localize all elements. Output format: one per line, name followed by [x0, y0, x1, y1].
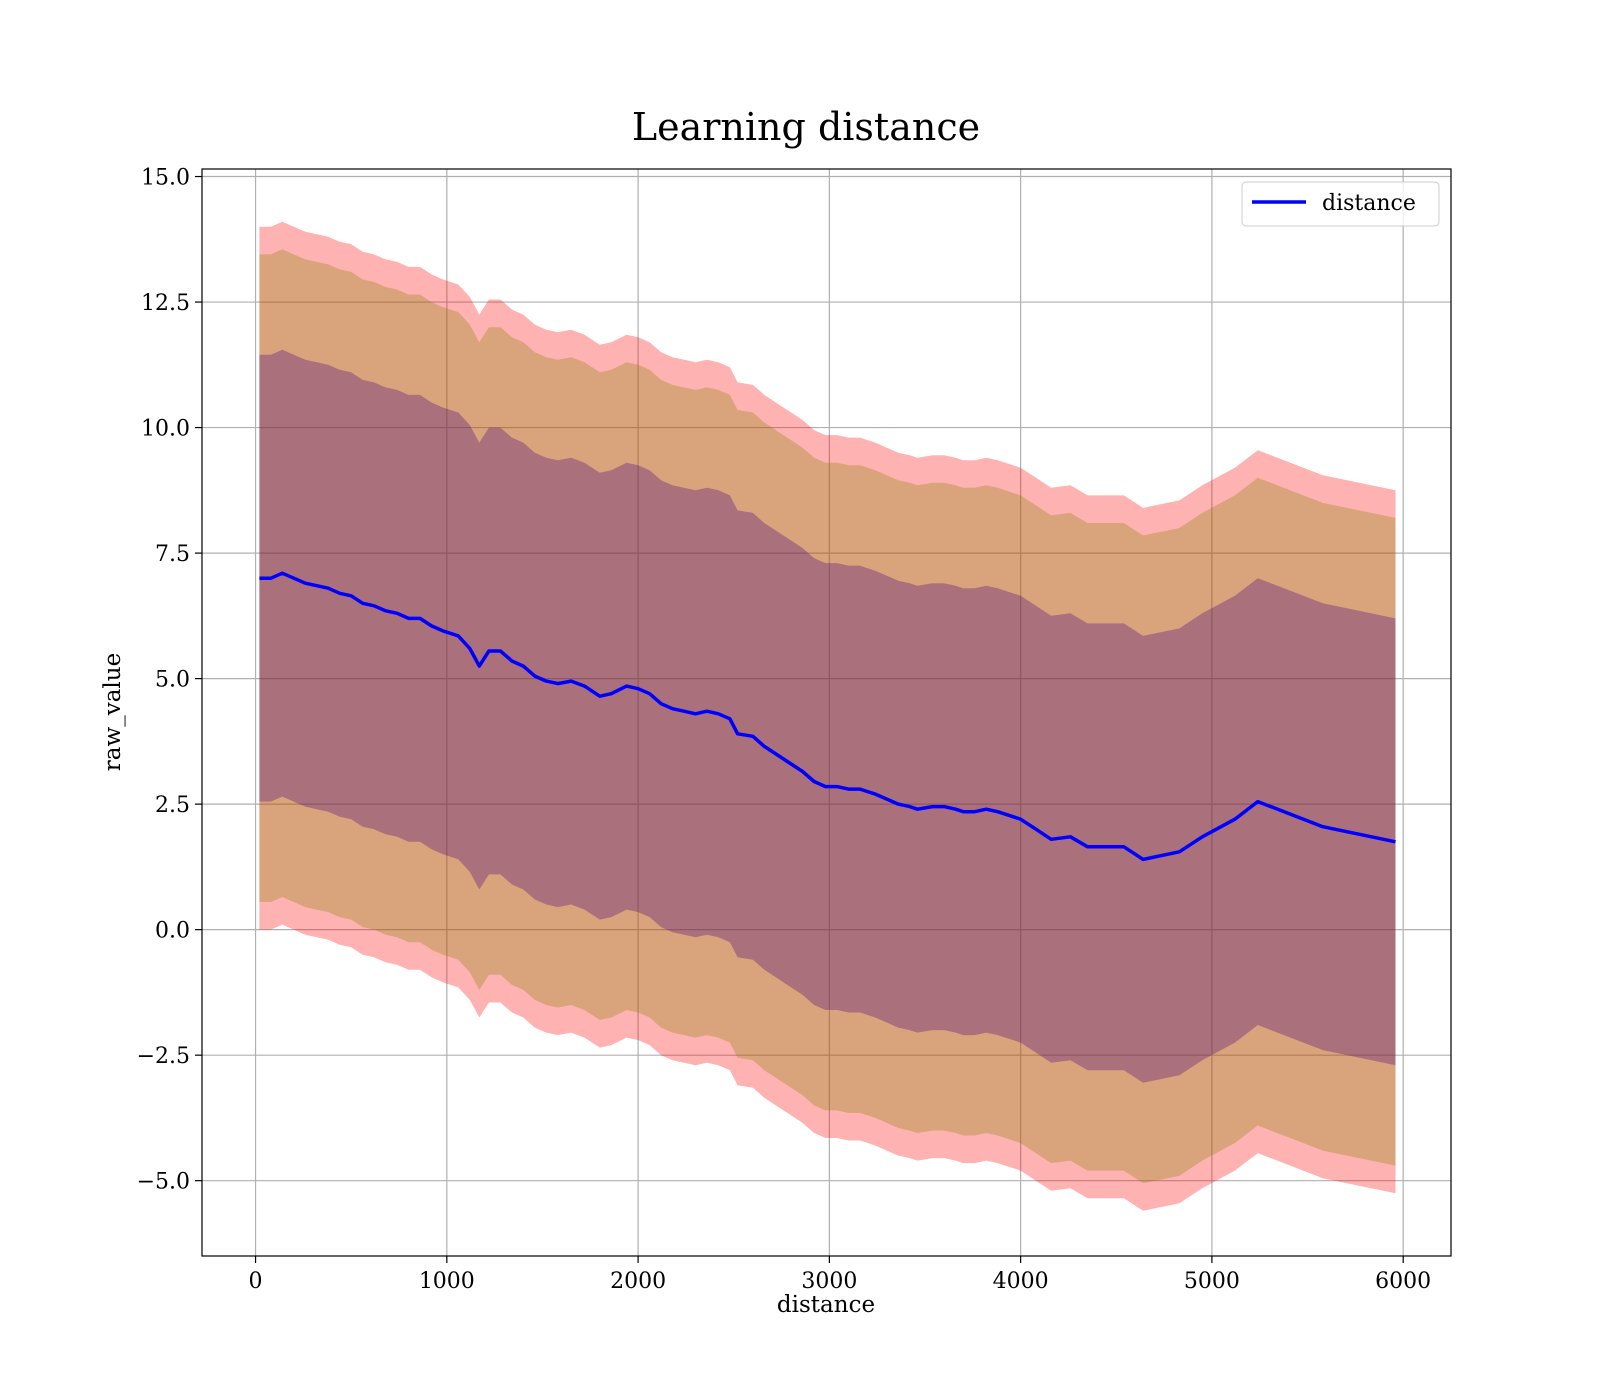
grid: [202, 169, 1451, 1256]
band-0-1: [259, 249, 1396, 1184]
x-tick-label-4: 4000: [993, 1269, 1049, 1294]
y-tick-label-5: 7.5: [155, 542, 190, 567]
y-tick-label-1: −2.5: [137, 1044, 190, 1069]
y-axis-ticks: −5.0 −2.5 0.0 2.5 5.0 7.5 10.0 12.5 15.0: [137, 166, 202, 1195]
y-tick-label-3: 2.5: [155, 793, 190, 818]
legend-box: [1241, 181, 1440, 227]
confidence-bands: [259, 221, 1396, 1211]
legend-label-distance: distance: [1322, 191, 1416, 216]
y-tick-label-4: 5.0: [155, 668, 190, 693]
plot-frame: [201, 168, 1452, 1257]
y-tick-label-6: 10.0: [141, 417, 190, 442]
x-tick-label-6: 6000: [1375, 1269, 1431, 1294]
x-tick-label-3: 3000: [801, 1269, 857, 1294]
chart-title: Learning distance: [632, 105, 980, 149]
y-tick-label-2: 0.0: [155, 919, 190, 944]
band-0-2: [259, 349, 1396, 1083]
legend: distance: [1241, 181, 1440, 227]
x-axis-ticks: 0 1000 2000 3000 4000 5000 6000: [249, 1256, 1431, 1294]
y-tick-label-8: 15.0: [141, 166, 190, 191]
x-tick-label-5: 5000: [1184, 1269, 1240, 1294]
x-tick-label-2: 2000: [610, 1269, 666, 1294]
y-tick-label-7: 12.5: [141, 291, 190, 316]
x-axis-label: distance: [777, 1292, 875, 1318]
x-tick-label-0: 0: [249, 1269, 263, 1294]
y-axis-label: raw_value: [100, 653, 126, 771]
series-line-0: [259, 571, 1396, 862]
x-tick-label-1: 1000: [419, 1269, 475, 1294]
series-lines: [259, 571, 1396, 862]
y-tick-label-0: −5.0: [137, 1170, 190, 1195]
band-0-0: [259, 221, 1396, 1211]
